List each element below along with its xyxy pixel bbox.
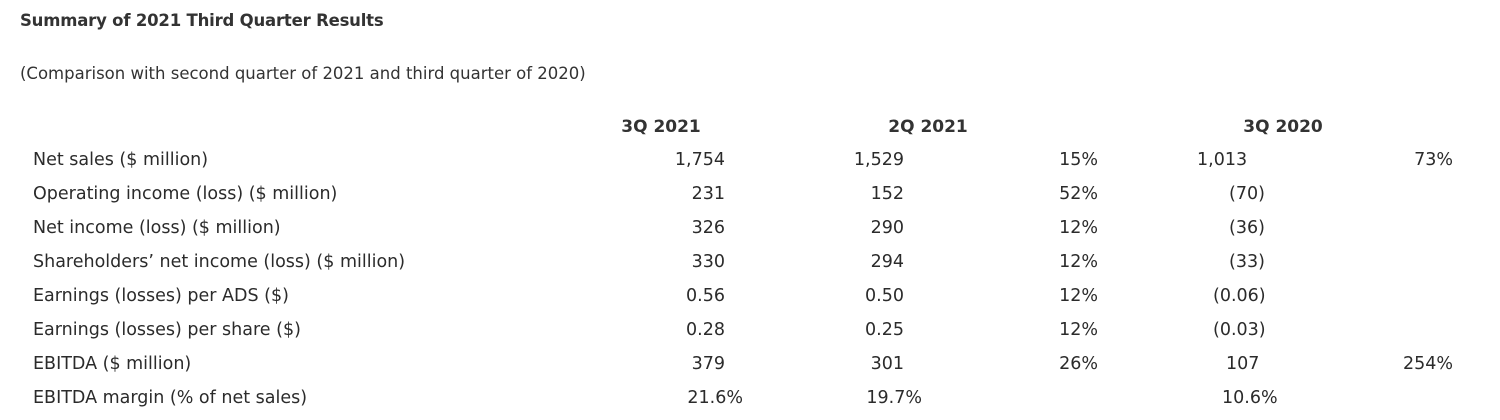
- row-label: EBITDA margin (% of net sales): [33, 388, 308, 408]
- table-row: EBITDA ($ million) 379 301 26% 107 254%: [0, 347, 1500, 381]
- value-3q-2020: 1,013: [1197, 150, 1248, 170]
- value-3q-2020: (0.06): [1213, 286, 1266, 306]
- value-2q-2021: 290: [870, 218, 904, 238]
- column-header-3q-2021: 3Q 2021: [621, 117, 701, 137]
- value-2q-2021: 152: [870, 184, 904, 204]
- table-row: Net income (loss) ($ million) 326 290 12…: [0, 211, 1500, 245]
- value-3q-2021: 0.28: [686, 320, 725, 340]
- change-qoq: 12%: [1059, 320, 1098, 340]
- change-qoq: 12%: [1059, 252, 1098, 272]
- change-qoq: 52%: [1059, 184, 1098, 204]
- value-2q-2021: 301: [870, 354, 904, 374]
- row-label: Earnings (losses) per share ($): [33, 320, 301, 340]
- row-label: Earnings (losses) per ADS ($): [33, 286, 289, 306]
- change-qoq: 15%: [1059, 150, 1098, 170]
- row-label: Shareholders’ net income (loss) ($ milli…: [33, 252, 406, 272]
- table-row: EBITDA margin (% of net sales) 21.6% 19.…: [0, 381, 1500, 415]
- value-3q-2020: 10.6%: [1222, 388, 1278, 408]
- page-subtitle: (Comparison with second quarter of 2021 …: [20, 64, 586, 83]
- change-qoq: 12%: [1059, 286, 1098, 306]
- value-3q-2020: (70): [1229, 184, 1265, 204]
- column-header-2q-2021: 2Q 2021: [888, 117, 968, 137]
- value-3q-2020: 107: [1226, 354, 1260, 374]
- value-3q-2021: 1,754: [674, 150, 725, 170]
- value-3q-2020: (0.03): [1213, 320, 1266, 340]
- change-yoy: 254%: [1402, 354, 1453, 374]
- change-qoq: 12%: [1059, 218, 1098, 238]
- value-3q-2020: (36): [1229, 218, 1265, 238]
- table-row: Earnings (losses) per ADS ($) 0.56 0.50 …: [0, 279, 1500, 313]
- table-row: Net sales ($ million) 1,754 1,529 15% 1,…: [0, 143, 1500, 177]
- value-3q-2021: 231: [691, 184, 725, 204]
- table-row: Earnings (losses) per share ($) 0.28 0.2…: [0, 313, 1500, 347]
- row-label: Operating income (loss) ($ million): [33, 184, 338, 204]
- value-3q-2020: (33): [1229, 252, 1265, 272]
- value-3q-2021: 330: [691, 252, 725, 272]
- value-3q-2021: 21.6%: [687, 388, 743, 408]
- value-3q-2021: 0.56: [686, 286, 725, 306]
- value-3q-2021: 379: [691, 354, 725, 374]
- table-row: Shareholders’ net income (loss) ($ milli…: [0, 245, 1500, 279]
- value-2q-2021: 1,529: [853, 150, 904, 170]
- value-2q-2021: 0.25: [865, 320, 904, 340]
- value-2q-2021: 0.50: [865, 286, 904, 306]
- change-yoy: 73%: [1414, 150, 1453, 170]
- row-label: EBITDA ($ million): [33, 354, 192, 374]
- change-qoq: 26%: [1059, 354, 1098, 374]
- row-label: Net sales ($ million): [33, 150, 209, 170]
- column-header-3q-2020: 3Q 2020: [1243, 117, 1323, 137]
- value-2q-2021: 294: [870, 252, 904, 272]
- value-2q-2021: 19.7%: [866, 388, 922, 408]
- page-title: Summary of 2021 Third Quarter Results: [20, 11, 384, 30]
- table-row: Operating income (loss) ($ million) 231 …: [0, 177, 1500, 211]
- row-label: Net income (loss) ($ million): [33, 218, 281, 238]
- value-3q-2021: 326: [691, 218, 725, 238]
